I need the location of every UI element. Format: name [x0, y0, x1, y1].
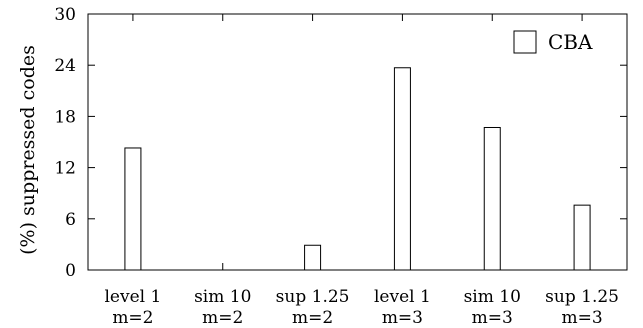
x-category-label: sup 1.25: [276, 287, 350, 307]
x-category-label: sim 10: [194, 287, 251, 307]
y-axis-label: (%) suppressed codes: [17, 45, 39, 255]
y-tick-label: 6: [65, 210, 76, 230]
bar-cba-5: [573, 204, 591, 271]
plot-frame: [87, 13, 628, 271]
x-category-label: m=3: [561, 308, 602, 328]
y-tick-label: 18: [54, 107, 76, 127]
legend-label-cba: CBA: [548, 30, 593, 54]
bars: [124, 14, 591, 271]
x-category-label: sup 1.25: [545, 287, 619, 307]
y-tick-label: 0: [65, 261, 76, 281]
x-category-label: m=2: [112, 308, 153, 328]
bar-cba-4: [483, 126, 501, 271]
x-category-label: level 1: [374, 287, 431, 307]
legend: CBA: [513, 30, 593, 54]
bar-cba-3: [393, 67, 411, 271]
bar-cba-0: [124, 147, 142, 271]
legend-swatch-cba: [513, 30, 537, 54]
y-tick-label: 12: [54, 159, 76, 179]
y-tick-label: 30: [54, 5, 76, 25]
x-category-label: level 1: [105, 287, 162, 307]
bar-cba-2: [304, 244, 322, 271]
x-category-label: sim 10: [464, 287, 521, 307]
x-category-label: m=3: [472, 308, 513, 328]
x-category-label: m=3: [382, 308, 423, 328]
y-tick-label: 24: [54, 56, 76, 76]
plot-border: [87, 13, 628, 271]
x-category-label: m=2: [202, 308, 243, 328]
x-category-label: m=2: [292, 308, 333, 328]
y-axis-ticks: 0 6 12 18 24 30: [54, 5, 627, 281]
